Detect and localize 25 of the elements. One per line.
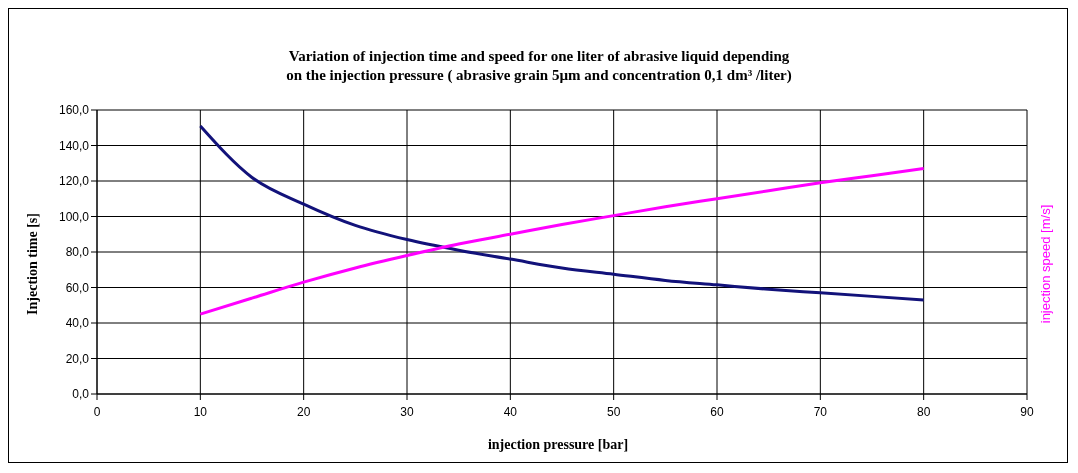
y-tick-label: 20,0 [65, 351, 90, 366]
y-tick-label: 140,0 [58, 138, 90, 153]
x-tick-label: 70 [813, 405, 828, 419]
y-tick-label: 60,0 [65, 280, 90, 295]
x-axis-title: injection pressure [bar] [486, 437, 630, 453]
y-tick-label: 80,0 [65, 245, 90, 260]
y2-axis-title: injection speed [m/s] [1037, 204, 1053, 324]
x-tick-label: 0 [93, 405, 101, 419]
y-axis-title: Injection time [s] [25, 213, 41, 315]
x-tick-label: 80 [916, 405, 931, 419]
x-tick-label: 90 [1020, 405, 1034, 419]
y-tick-label: 100,0 [58, 209, 90, 224]
y-tick-label: 40,0 [65, 316, 90, 331]
x-tick-label: 20 [296, 405, 311, 419]
x-tick-label: 40 [503, 405, 518, 419]
line-series [198, 124, 926, 302]
y-tick-label: 160,0 [58, 103, 90, 118]
line-series [198, 167, 926, 316]
x-tick-label: 60 [710, 405, 724, 419]
x-tick-label: 30 [400, 405, 414, 419]
y-tick-label: 0,0 [72, 387, 90, 402]
x-tick-label: 10 [193, 405, 208, 419]
chart-title: Variation of injection time and speed for one liter of abrasive liquid depending on the injection pressure ( abrasive grain 5µm and concentration 0,1 dm³ /liter) [285, 47, 793, 85]
y-tick-label: 120,0 [58, 174, 90, 189]
x-tick-label: 50 [606, 405, 621, 419]
